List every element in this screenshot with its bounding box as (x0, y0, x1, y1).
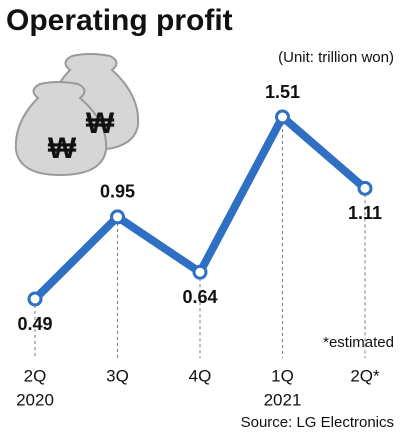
source: Source: LG Electronics (241, 414, 394, 431)
data-label: 0.64 (182, 287, 217, 307)
x-tick-label: 4Q (189, 366, 212, 385)
chart-title: Operating profit (6, 4, 233, 37)
x-tick-year: 2021 (264, 390, 302, 409)
point (110, 209, 125, 225)
x-tick-label: 1Q (271, 366, 294, 385)
x-tick-label: 2Q* (350, 366, 380, 385)
data-label: 0.49 (17, 314, 52, 334)
svg-text:₩: ₩ (86, 107, 115, 140)
x-tick-label: 3Q (106, 366, 129, 385)
data-label: 0.95 (100, 182, 135, 202)
annotation: *estimated (323, 334, 394, 351)
x-tick-year: 2020 (16, 390, 54, 409)
money-bags-icon: ₩ ₩ (14, 53, 140, 177)
point (275, 109, 290, 125)
svg-text:₩: ₩ (48, 132, 77, 165)
point (27, 291, 43, 307)
data-label: 1.51 (265, 82, 300, 102)
point (357, 180, 373, 196)
data-label: 1.11 (348, 203, 382, 223)
x-tick-label: 2Q (24, 366, 47, 385)
chart-subtitle: (Unit: trillion won) (278, 49, 394, 66)
point (192, 264, 208, 280)
